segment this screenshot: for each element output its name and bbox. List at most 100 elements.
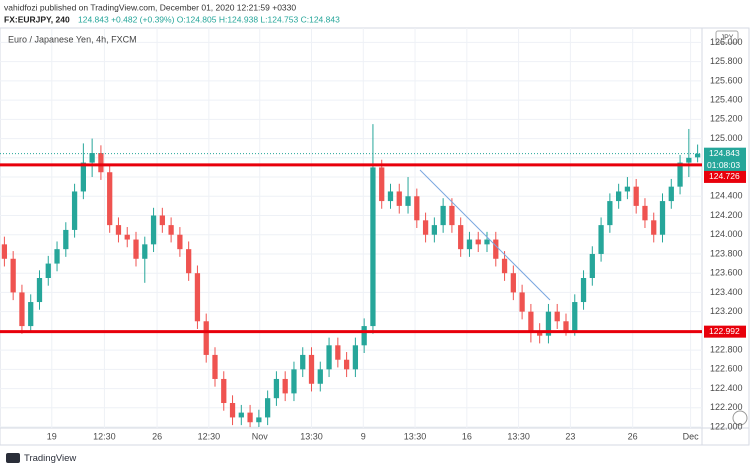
level-box [704,325,746,338]
candle-body [422,220,429,235]
candle-body [177,234,183,250]
y-tick-label: 122.800 [710,344,743,354]
author-line: vahidfozi published on TradingView.com, … [4,2,296,12]
candle-body [510,273,516,293]
candle-body [107,172,113,226]
currency-box [715,30,739,44]
candle-body [449,205,455,226]
candle-body [651,220,657,235]
candle-body [537,330,543,336]
y-tick-label: 123.200 [710,306,743,316]
y-tick-label: 122.000 [710,421,743,431]
candle-body [265,398,271,418]
candle-body [545,311,552,336]
candle-body [484,239,490,245]
x-tick-label: 26 [628,431,638,441]
x-tick-label: 19 [47,431,57,441]
x-tick-label: Dec [683,431,700,441]
candle-body [458,225,464,250]
candle-body [10,258,16,293]
y-tick-label: 124.000 [710,229,743,239]
candle-body [300,354,306,370]
candle-body [528,311,534,331]
candle-body [668,186,674,202]
candle-body [212,354,218,379]
level-label: 122.992 [709,326,740,336]
candle-body [677,162,683,187]
candle-body [343,359,350,370]
candle-body [124,234,130,240]
candle-body [624,186,631,192]
candle-body [370,167,376,327]
x-tick-label: 23 [565,431,575,441]
y-tick-label: 124.200 [710,210,743,220]
y-tick-label: 125.800 [710,56,743,66]
x-tick-label: 13:30 [300,431,323,441]
x-tick-label: 26 [152,431,162,441]
candle-body [335,345,341,360]
trend-line [419,169,551,301]
candle-body [308,354,315,384]
candle-body [387,191,394,202]
settings-icon[interactable] [732,410,748,426]
candle-body [493,239,499,259]
chart-frame [0,27,750,446]
candle-body [98,153,104,173]
candle-body [501,258,508,274]
y-tick-label: 123.400 [710,287,743,297]
candle-body [159,215,165,226]
candle-body [317,369,323,384]
candle-body [519,292,525,312]
y-tick-label: 126.000 [710,37,743,47]
candle-body [256,417,262,423]
countdown: 01:08:03 [707,160,740,170]
x-tick-label: 13:30 [404,431,427,441]
candle-body [694,153,701,158]
candle-body [616,191,622,202]
y-tick-label: 125.000 [710,133,743,143]
candle-body [607,201,613,226]
y-tick-label: 125.600 [710,75,743,85]
candle-body [633,186,639,206]
candle-body [80,162,86,192]
candle-body [396,191,402,206]
candle-body [150,215,157,245]
chart-title: Euro / Japanese Yen, 4h, FXCM [8,34,137,44]
last-price-box [704,147,746,172]
candle-body [475,239,481,245]
candle-body [45,263,51,278]
y-tick-label: 122.400 [710,383,743,393]
y-tick-label: 125.200 [710,114,743,124]
candle-body [414,196,420,221]
candle-body [554,311,560,322]
logo-icon [6,453,20,463]
candle-body [186,249,192,274]
candle-body [379,167,385,202]
candle-body [229,403,236,418]
level-label: 124.726 [709,171,740,181]
candle-body [221,378,227,403]
candle-body [431,225,437,235]
x-tick-label: Nov [252,431,269,441]
candle-body [405,196,411,206]
logo: TradingView [24,453,76,464]
candle-body [36,278,43,303]
candle-body [563,321,569,331]
candle-body [326,345,332,370]
candle-body [28,302,34,327]
candle-body [589,253,595,278]
candle-body [168,225,174,235]
x-tick-label: 12:30 [93,431,116,441]
candle-body [133,239,139,259]
candle-body [247,412,253,423]
candle-body [598,225,604,254]
candle-body [572,302,578,331]
y-tick-label: 123.600 [710,268,743,278]
candle-body [642,205,648,221]
candle-body [352,345,359,370]
y-tick-label: 125.400 [710,94,743,104]
candle-body [440,205,446,226]
candle-body [203,321,209,355]
last-price-label: 124.843 [709,148,740,158]
